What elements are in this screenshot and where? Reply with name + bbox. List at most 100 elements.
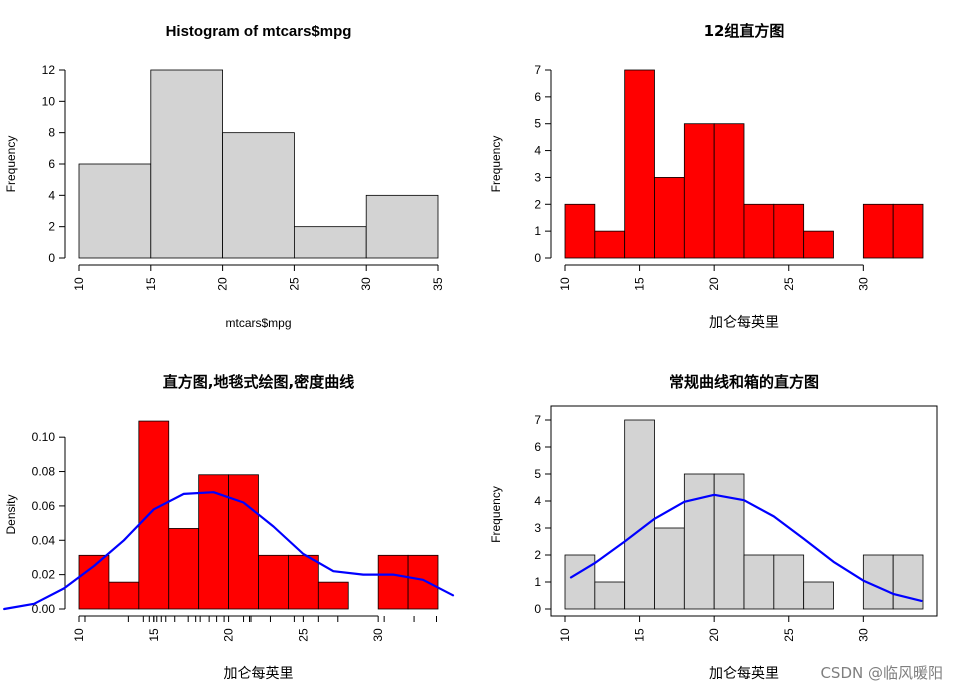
y-tick-label: 5	[534, 117, 541, 131]
chart-panel-3: 10 15 20 25 30 0.00 0.02 0.04 0.06 0.08 0.10 直方图,地毯…	[3, 373, 455, 682]
y-axis-label: Frequency	[489, 486, 503, 543]
histogram-bar	[258, 554, 289, 610]
x-axis-label: mtcars$mpg	[225, 316, 291, 330]
y-axis-label: Frequency	[489, 136, 503, 193]
y-tick-label: 2	[534, 197, 541, 211]
y-tick-label: 0.08	[32, 465, 56, 479]
y-tick-label: 0	[48, 251, 55, 265]
x-tick-label: 30	[359, 277, 373, 291]
y-tick-label: 6	[534, 440, 541, 454]
y-tick-label: 3	[534, 170, 541, 184]
y-axis-label: Frequency	[4, 136, 18, 193]
y-tick-label: 0.00	[32, 602, 56, 616]
histogram-bar	[377, 554, 409, 610]
x-tick-label: 25	[296, 628, 310, 642]
x-tick-label: 30	[856, 277, 870, 291]
histogram-bar	[288, 554, 319, 610]
y-tick-label: 4	[534, 144, 541, 158]
histogram-bar	[168, 528, 200, 610]
y-tick-label: 2	[534, 548, 541, 562]
histogram-bar	[683, 473, 715, 610]
x-tick-label: 30	[856, 628, 870, 642]
y-tick-label: 10	[42, 94, 56, 108]
histogram-bar	[564, 203, 596, 259]
x-tick-label: 10	[72, 628, 86, 642]
y-tick-label: 7	[534, 413, 541, 427]
histogram-bar	[743, 554, 775, 610]
x-tick-label: 15	[633, 628, 647, 642]
y-tick-label: 0.10	[32, 430, 56, 444]
watermark: CSDN @临风暖阳	[820, 664, 943, 682]
histogram-bar	[317, 581, 349, 610]
histogram-bar	[78, 163, 152, 259]
x-tick-label: 30	[371, 628, 385, 642]
histogram-bar	[228, 474, 259, 610]
x-tick-label: 25	[782, 628, 796, 642]
y-tick-label: 8	[48, 126, 55, 140]
histogram-bar	[803, 230, 834, 259]
histogram-bar	[222, 132, 295, 259]
y-tick-label: 12	[42, 63, 56, 77]
y-tick-label: 4	[534, 494, 541, 508]
y-tick-label: 6	[534, 90, 541, 104]
x-tick-label: 35	[431, 277, 445, 291]
histogram-bar	[683, 123, 715, 259]
y-tick-label: 4	[48, 188, 55, 202]
chart-title: 直方图,地毯式绘图,密度曲线	[163, 373, 354, 391]
y-tick-label: 7	[534, 63, 541, 77]
x-tick-label: 10	[558, 277, 572, 291]
histogram-bar	[624, 69, 655, 259]
histogram-bar	[365, 194, 439, 259]
y-tick-label: 1	[534, 224, 541, 238]
x-axis-label: 加仑每英里	[709, 665, 779, 682]
y-tick-label: 1	[534, 575, 541, 589]
histogram-bar	[624, 419, 655, 610]
x-tick-label: 10	[558, 628, 572, 642]
y-tick-label: 6	[48, 157, 55, 171]
histogram-bar	[293, 226, 367, 259]
x-tick-label: 20	[216, 277, 230, 291]
chart-title: 常规曲线和箱的直方图	[669, 373, 819, 391]
histogram-bar	[594, 581, 626, 610]
chart-panel-1: 10 15 20 25 30 35 0 2 4 6 8 10 12 Histogram of mtcars…	[4, 23, 445, 330]
histogram-bar	[892, 203, 924, 259]
y-tick-label: 3	[534, 521, 541, 535]
x-tick-label: 15	[144, 277, 158, 291]
histogram-bar	[407, 554, 439, 610]
histogram-bar	[108, 581, 140, 610]
histogram-bar	[773, 554, 805, 610]
histogram-bar	[713, 473, 745, 610]
histogram-bar	[594, 230, 626, 259]
y-tick-label: 0.04	[32, 533, 56, 547]
histogram-bar	[564, 554, 596, 610]
histogram-bar	[78, 554, 110, 610]
histogram-bar	[803, 581, 834, 610]
chart-title: 12组直方图	[704, 22, 785, 40]
density-curve	[3, 491, 455, 611]
x-tick-label: 20	[222, 628, 236, 642]
x-axis-label: 加仑每英里	[709, 314, 779, 331]
histogram-bar	[150, 69, 224, 259]
x-tick-label: 20	[707, 277, 721, 291]
histogram-bar	[654, 527, 685, 610]
chart-title: Histogram of mtcars$mpg	[166, 23, 352, 40]
x-tick-label: 25	[287, 277, 301, 291]
y-axis-label: Density	[4, 494, 18, 534]
density-curve	[569, 493, 923, 603]
x-tick-label: 15	[633, 277, 647, 291]
histogram-bar	[713, 123, 745, 259]
x-tick-label: 10	[72, 277, 86, 291]
y-tick-label: 0	[534, 602, 541, 616]
histogram-bar	[743, 203, 775, 259]
y-tick-label: 0.06	[32, 499, 56, 513]
y-tick-label: 5	[534, 467, 541, 481]
histogram-bar	[654, 177, 685, 259]
histogram-bar	[138, 420, 170, 610]
histogram-bar	[773, 203, 805, 259]
y-tick-label: 2	[48, 220, 55, 234]
y-tick-label: 0.02	[32, 568, 56, 582]
x-tick-label: 20	[707, 628, 721, 642]
